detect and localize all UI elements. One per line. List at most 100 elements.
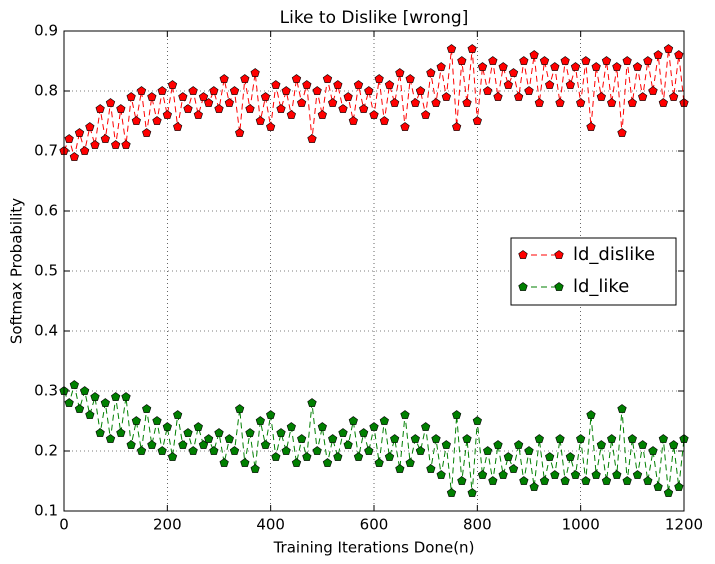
point xyxy=(126,440,136,449)
point xyxy=(322,74,333,83)
point xyxy=(276,428,286,437)
point xyxy=(550,62,560,71)
legend-marker xyxy=(554,250,564,259)
point xyxy=(214,104,224,113)
point xyxy=(276,104,286,113)
point xyxy=(534,98,544,107)
point xyxy=(173,122,183,131)
chart-title: Like to Dislike [wrong] xyxy=(280,8,469,28)
point xyxy=(524,446,534,455)
point xyxy=(95,104,105,113)
plot-frame xyxy=(63,30,685,512)
point xyxy=(328,98,338,107)
point xyxy=(601,476,612,485)
point xyxy=(343,92,353,101)
point xyxy=(390,98,400,107)
point xyxy=(560,476,570,485)
point xyxy=(142,128,152,137)
point xyxy=(446,44,457,53)
point xyxy=(74,128,85,137)
point xyxy=(493,440,503,449)
y-tick-label: 0.9 xyxy=(34,22,58,40)
point xyxy=(612,62,622,71)
point xyxy=(591,62,601,71)
point xyxy=(229,86,240,95)
point xyxy=(452,410,462,419)
point xyxy=(431,434,441,443)
point xyxy=(69,152,79,161)
point xyxy=(90,392,100,401)
point xyxy=(441,92,451,101)
point xyxy=(596,440,606,449)
point xyxy=(441,440,451,449)
y-tick-label: 0.2 xyxy=(34,442,58,460)
point xyxy=(379,416,389,425)
point xyxy=(178,440,188,449)
point xyxy=(669,92,679,101)
point xyxy=(565,80,575,89)
point xyxy=(105,98,116,107)
point xyxy=(353,452,364,461)
point xyxy=(111,140,121,149)
point xyxy=(250,464,260,473)
point xyxy=(209,446,219,455)
y-tick-label: 0.8 xyxy=(34,82,58,100)
point xyxy=(374,458,384,467)
point xyxy=(519,476,529,485)
point xyxy=(307,398,317,407)
legend-box xyxy=(510,237,677,306)
point xyxy=(570,470,581,479)
point xyxy=(539,476,550,485)
point xyxy=(472,116,482,125)
point xyxy=(90,140,100,149)
point xyxy=(260,440,271,449)
point xyxy=(286,110,296,119)
point xyxy=(493,92,503,101)
point xyxy=(410,98,420,107)
point xyxy=(348,416,358,425)
point xyxy=(250,68,260,77)
point xyxy=(632,470,643,479)
point xyxy=(271,80,281,89)
point xyxy=(229,446,240,455)
point xyxy=(545,80,555,89)
point xyxy=(462,434,472,443)
point xyxy=(219,74,229,83)
point xyxy=(136,86,147,95)
point xyxy=(152,416,162,425)
point xyxy=(322,458,333,467)
point xyxy=(674,50,684,59)
point xyxy=(586,122,596,131)
point xyxy=(384,80,395,89)
point xyxy=(343,440,353,449)
legend-marker xyxy=(518,282,528,291)
point xyxy=(415,86,426,95)
y-tick-label: 0.4 xyxy=(34,322,58,340)
point xyxy=(162,422,172,431)
point xyxy=(317,422,327,431)
point xyxy=(384,452,395,461)
point xyxy=(286,422,296,431)
point xyxy=(131,416,141,425)
point xyxy=(591,470,601,479)
point xyxy=(643,476,653,485)
point xyxy=(674,482,684,491)
point xyxy=(291,74,302,83)
point xyxy=(167,452,178,461)
point xyxy=(524,86,534,95)
point xyxy=(653,482,663,491)
point xyxy=(369,110,379,119)
point xyxy=(643,56,653,65)
point xyxy=(162,110,172,119)
point xyxy=(338,428,348,437)
point xyxy=(457,476,467,485)
point xyxy=(126,92,136,101)
point xyxy=(328,434,338,443)
point xyxy=(240,74,250,83)
point xyxy=(364,446,374,455)
point xyxy=(627,434,637,443)
point xyxy=(100,134,110,143)
point xyxy=(508,464,519,473)
point xyxy=(74,404,85,413)
point xyxy=(498,62,508,71)
